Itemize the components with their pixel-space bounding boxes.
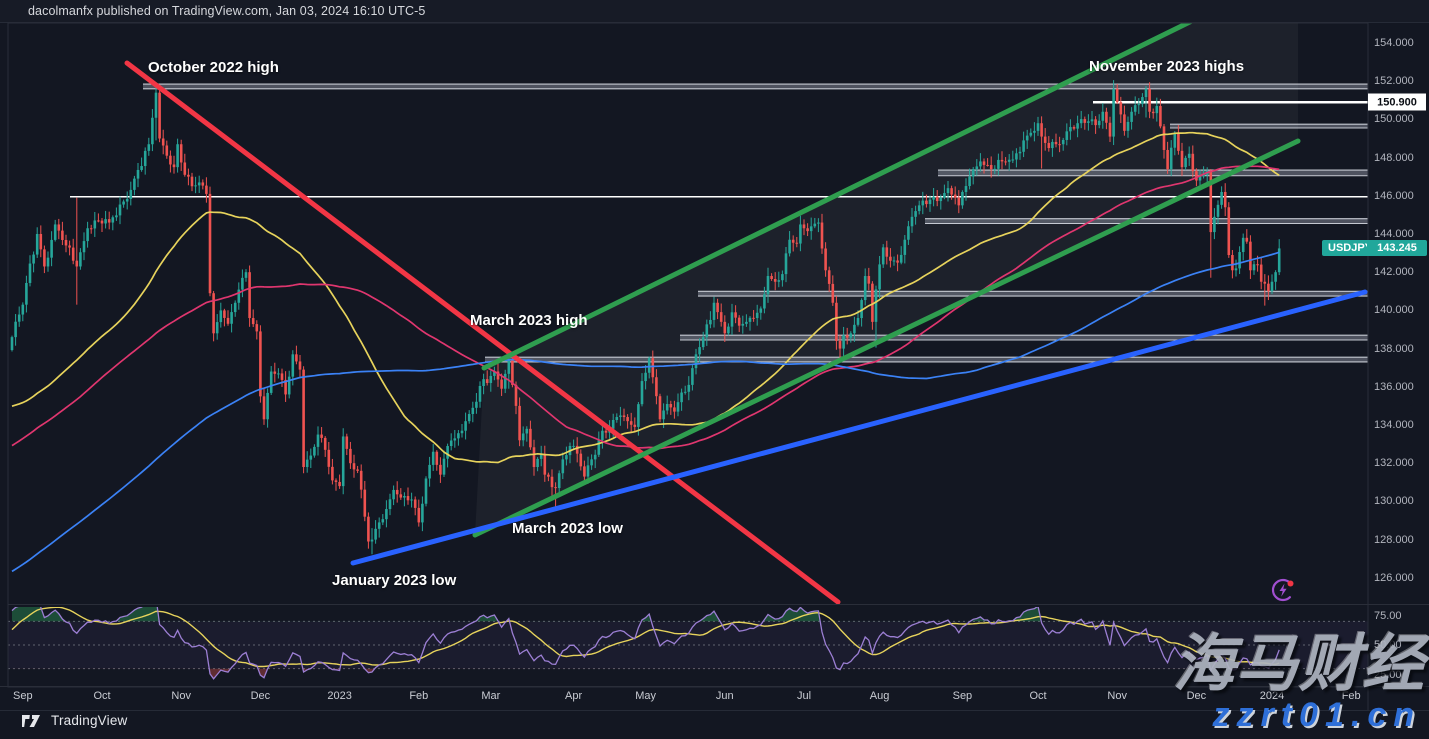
rsi-axis-label: 75.00 — [1374, 609, 1402, 622]
time-axis-label: Nov — [1107, 690, 1127, 702]
watermark-cjk: 海马财经 — [1172, 630, 1425, 699]
rsi-line — [11, 607, 1280, 680]
annotation-march-2023-low: March 2023 low — [512, 520, 623, 537]
watermark-url: zzrt01.cn — [1212, 696, 1421, 734]
time-axis-label: Apr — [565, 690, 583, 702]
trendline-blue — [350, 289, 1368, 566]
price-axis-label: 144.000 — [1374, 228, 1414, 240]
ma-55 — [11, 131, 1280, 464]
time-axis-label: 2024 — [1259, 690, 1285, 702]
level-band — [680, 335, 1368, 341]
boost-lightning-icon[interactable] — [1268, 575, 1298, 610]
annotation-march-2023-high: March 2023 high — [470, 312, 588, 329]
price-axis-label: 134.000 — [1374, 419, 1414, 431]
price-axis-label: 138.000 — [1374, 342, 1414, 355]
time-axis-label: Dec — [250, 690, 271, 702]
time-axis-label: Sep — [952, 690, 973, 702]
time-axis-label: Oct — [93, 690, 111, 702]
price-axis-label: 126.000 — [1374, 571, 1414, 584]
channel-fill — [475, 23, 1298, 535]
last-price-badge: 143.245 — [1367, 240, 1427, 257]
trendline-green-upper — [481, 23, 1194, 371]
tradingview-attribution[interactable]: TradingView — [22, 713, 128, 728]
publish-info: dacolmanfx published on TradingView.com,… — [28, 4, 426, 18]
level-band — [485, 357, 1368, 362]
level-band — [1170, 124, 1368, 128]
annotation-january-2023-low: January 2023 low — [332, 572, 457, 589]
price-axis-label: 136.000 — [1374, 380, 1414, 393]
level-band — [938, 170, 1368, 176]
rsi-axis-label: 50.00 — [1374, 639, 1402, 651]
rsi-ma-line — [11, 607, 1280, 668]
time-axis-label: Jul — [796, 690, 812, 702]
price-axis-label: 130.000 — [1374, 495, 1414, 508]
time-axis-label: Aug — [869, 690, 890, 702]
price-axis-label: 128.000 — [1374, 533, 1414, 546]
trendline-red — [124, 60, 841, 604]
time-axis-label: Sep — [13, 690, 33, 702]
notification-dot — [1287, 580, 1294, 587]
level-band — [143, 84, 1368, 89]
annotation-october-2022-high: October 2022 high — [148, 59, 279, 76]
price-axis-label: 148.000 — [1374, 151, 1414, 164]
time-axis-label: May — [635, 690, 656, 702]
level-band — [925, 218, 1368, 224]
time-axis-label: Feb — [409, 690, 429, 702]
time-axis-label: Oct — [1029, 690, 1047, 702]
time-axis-label: Nov — [171, 690, 191, 702]
time-axis-label: Dec — [1186, 690, 1207, 702]
tradingview-brand-text: TradingView — [51, 713, 128, 728]
price-axis-label: 152.000 — [1374, 75, 1414, 88]
rsi-pane — [8, 607, 1368, 680]
price-axis-label: 132.000 — [1374, 457, 1414, 470]
price-axis-label: 150.000 — [1374, 113, 1414, 126]
trendline-green-lower — [472, 138, 1301, 538]
price-axis-label: 146.000 — [1374, 189, 1414, 202]
main-pane — [10, 23, 1368, 604]
price-axis-label: 142.000 — [1374, 266, 1414, 279]
symbol-chip: USDJPY — [1322, 240, 1379, 257]
price-axis-label: 140.000 — [1374, 304, 1414, 317]
time-axis-label: 2023 — [327, 690, 352, 702]
candles — [10, 80, 1281, 555]
time-axis-label: Feb — [1341, 690, 1361, 702]
rsi-axis-label: 25.00 — [1374, 668, 1402, 681]
level-band — [698, 291, 1368, 297]
tradingview-logo-icon — [22, 714, 40, 727]
price-level-label-150900: 150.900 — [1368, 93, 1426, 111]
time-axis-label: Jun — [715, 690, 734, 702]
annotation-november-2023-highs: November 2023 highs — [1089, 58, 1245, 75]
ma-100 — [11, 165, 1280, 450]
ma-200 — [11, 251, 1280, 573]
price-axis-label: 154.000 — [1374, 37, 1414, 49]
time-axis-label: Mar — [481, 690, 501, 702]
